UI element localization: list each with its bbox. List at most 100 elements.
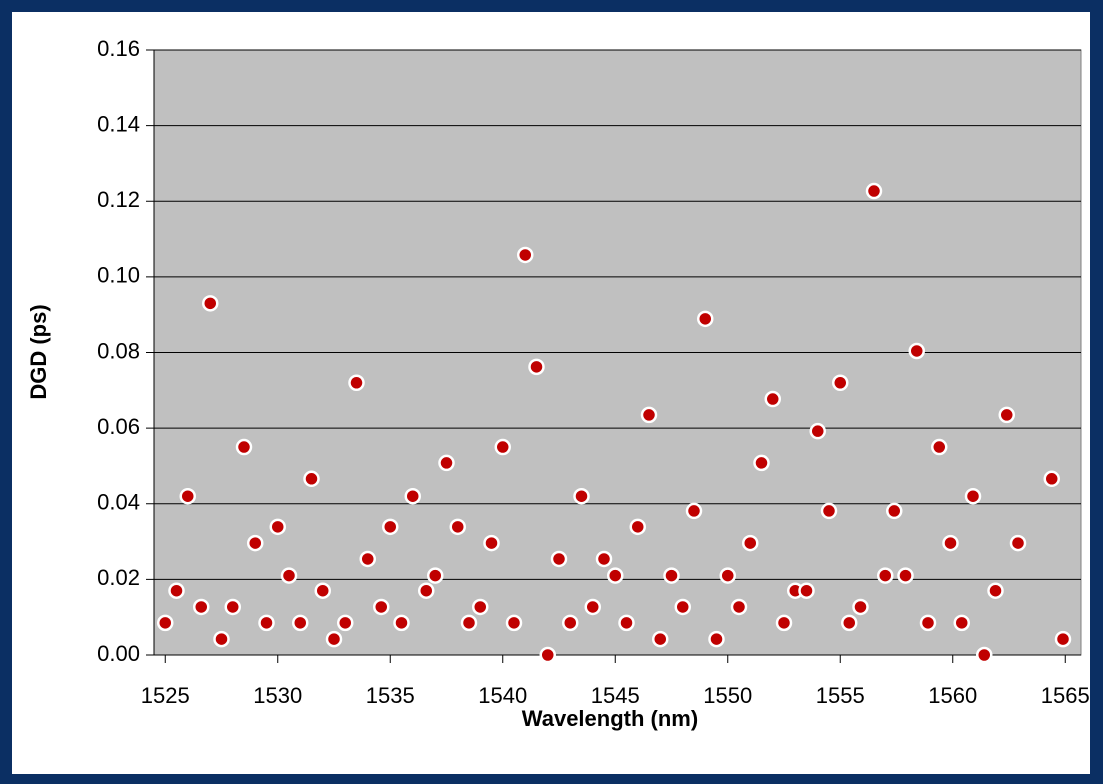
point xyxy=(235,438,253,456)
point xyxy=(562,614,579,632)
y-axis-title: DGD (ps) xyxy=(26,304,51,399)
point xyxy=(942,534,959,552)
point xyxy=(908,342,925,360)
point xyxy=(798,582,815,599)
point xyxy=(224,598,241,616)
y-tick-label: 0.02 xyxy=(97,565,140,590)
point xyxy=(483,534,500,552)
point xyxy=(168,582,185,599)
point xyxy=(325,630,343,648)
point xyxy=(472,598,489,616)
point xyxy=(584,598,601,616)
point xyxy=(427,567,444,584)
point xyxy=(820,502,838,520)
x-tick-label: 1550 xyxy=(703,683,752,708)
y-tick-label: 0.14 xyxy=(97,111,140,136)
x-tick-label: 1535 xyxy=(366,683,415,708)
point xyxy=(382,518,399,536)
point xyxy=(987,582,1004,599)
x-tick-label: 1565 xyxy=(1041,683,1090,708)
point xyxy=(202,295,219,312)
point xyxy=(998,406,1015,424)
point xyxy=(685,502,703,520)
point xyxy=(393,614,410,632)
point xyxy=(573,487,590,505)
point xyxy=(193,598,210,616)
point xyxy=(1054,630,1072,648)
point xyxy=(269,518,286,536)
point xyxy=(976,646,993,664)
point xyxy=(438,454,455,472)
point xyxy=(528,358,545,376)
point xyxy=(877,567,894,584)
x-tick-label: 1560 xyxy=(928,683,977,708)
point xyxy=(964,487,982,505)
x-tick-label: 1525 xyxy=(141,683,190,708)
point xyxy=(449,518,466,536)
point xyxy=(539,646,556,664)
point xyxy=(213,630,230,648)
point xyxy=(373,598,390,616)
point xyxy=(640,406,658,424)
point xyxy=(494,438,511,456)
point xyxy=(886,502,903,520)
point xyxy=(247,534,264,552)
point xyxy=(931,438,948,456)
y-tick-label: 0.06 xyxy=(97,414,140,439)
y-tick-label: 0.04 xyxy=(97,490,140,515)
point xyxy=(1043,470,1060,488)
point xyxy=(460,614,478,632)
point xyxy=(809,422,826,440)
x-tick-label: 1540 xyxy=(478,683,527,708)
point xyxy=(595,550,613,568)
x-tick-label: 1530 xyxy=(253,683,302,708)
point xyxy=(258,614,275,632)
point xyxy=(832,374,849,391)
point xyxy=(303,470,320,488)
point xyxy=(652,630,669,648)
point xyxy=(629,518,646,536)
point xyxy=(674,598,691,616)
point xyxy=(775,614,793,632)
x-axis-title: Wavelength (nm) xyxy=(522,706,698,731)
point xyxy=(418,582,435,599)
point xyxy=(865,182,883,200)
point xyxy=(359,550,376,568)
x-tick-label: 1545 xyxy=(591,683,640,708)
y-tick-label: 0.08 xyxy=(97,338,140,363)
point xyxy=(505,614,523,632)
point xyxy=(708,630,725,648)
point xyxy=(730,598,748,616)
point xyxy=(897,567,914,584)
point xyxy=(314,582,331,599)
y-tick-label: 0.10 xyxy=(97,263,140,288)
point xyxy=(337,614,354,632)
point xyxy=(753,454,770,472)
point xyxy=(348,374,365,391)
point xyxy=(719,567,736,584)
point xyxy=(292,614,309,632)
point xyxy=(404,487,421,505)
y-tick-label: 0.12 xyxy=(97,187,140,212)
point xyxy=(607,567,624,584)
y-tick-label: 0.16 xyxy=(97,36,140,61)
point xyxy=(919,614,937,632)
point xyxy=(953,614,970,632)
point xyxy=(663,567,680,584)
point xyxy=(742,534,759,552)
point xyxy=(280,567,298,584)
point xyxy=(618,614,635,632)
point xyxy=(550,550,568,568)
x-tick-label: 1555 xyxy=(816,683,865,708)
point xyxy=(852,598,869,616)
point xyxy=(157,614,174,632)
point xyxy=(697,310,714,328)
point xyxy=(764,390,781,408)
y-tick-label: 0.00 xyxy=(97,641,140,666)
point xyxy=(1009,534,1027,552)
point xyxy=(517,246,534,264)
point xyxy=(179,487,196,505)
point xyxy=(841,614,858,632)
